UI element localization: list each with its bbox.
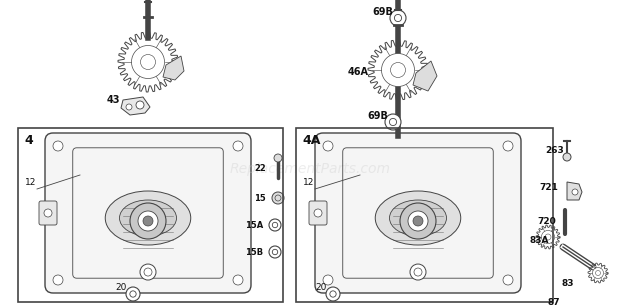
Text: 22: 22 bbox=[254, 164, 266, 173]
Text: 83A: 83A bbox=[530, 236, 549, 245]
Text: 4: 4 bbox=[24, 134, 33, 147]
Text: 15B: 15B bbox=[245, 248, 263, 257]
FancyBboxPatch shape bbox=[315, 133, 521, 293]
Text: 69B: 69B bbox=[372, 7, 393, 17]
FancyBboxPatch shape bbox=[45, 133, 251, 293]
Circle shape bbox=[323, 141, 333, 151]
Circle shape bbox=[44, 209, 52, 217]
Text: 263: 263 bbox=[545, 146, 564, 155]
Circle shape bbox=[563, 153, 571, 161]
Circle shape bbox=[272, 192, 284, 204]
Text: ReplacementParts.com: ReplacementParts.com bbox=[229, 162, 391, 176]
Circle shape bbox=[572, 189, 578, 195]
Circle shape bbox=[400, 203, 436, 239]
Text: 20: 20 bbox=[115, 283, 126, 292]
Ellipse shape bbox=[375, 191, 461, 245]
Text: 87: 87 bbox=[547, 298, 560, 307]
Text: 4A: 4A bbox=[302, 134, 321, 147]
Circle shape bbox=[385, 114, 401, 130]
Circle shape bbox=[233, 275, 243, 285]
Circle shape bbox=[410, 264, 426, 280]
Ellipse shape bbox=[389, 200, 446, 236]
Circle shape bbox=[408, 211, 428, 231]
Text: 83: 83 bbox=[561, 279, 574, 288]
Circle shape bbox=[53, 141, 63, 151]
Ellipse shape bbox=[120, 200, 177, 236]
Text: 15: 15 bbox=[254, 194, 266, 203]
Circle shape bbox=[381, 54, 415, 87]
FancyBboxPatch shape bbox=[309, 201, 327, 225]
Text: 720: 720 bbox=[537, 217, 556, 226]
Circle shape bbox=[390, 10, 406, 26]
Circle shape bbox=[323, 275, 333, 285]
Circle shape bbox=[131, 46, 164, 79]
Circle shape bbox=[503, 141, 513, 151]
Circle shape bbox=[413, 216, 423, 226]
Text: 46A: 46A bbox=[348, 67, 369, 77]
Circle shape bbox=[593, 268, 603, 278]
Text: 20: 20 bbox=[315, 283, 326, 292]
Circle shape bbox=[126, 104, 132, 110]
Ellipse shape bbox=[105, 191, 191, 245]
Circle shape bbox=[136, 101, 144, 109]
Circle shape bbox=[326, 287, 340, 301]
Circle shape bbox=[130, 203, 166, 239]
FancyBboxPatch shape bbox=[39, 201, 57, 225]
Polygon shape bbox=[121, 97, 150, 115]
Circle shape bbox=[53, 275, 63, 285]
Polygon shape bbox=[413, 61, 437, 91]
Circle shape bbox=[274, 154, 282, 162]
Circle shape bbox=[233, 141, 243, 151]
Circle shape bbox=[140, 264, 156, 280]
Text: 12: 12 bbox=[303, 178, 314, 187]
Text: 15A: 15A bbox=[245, 221, 263, 230]
Circle shape bbox=[503, 275, 513, 285]
Text: 721: 721 bbox=[539, 183, 558, 192]
Text: 43: 43 bbox=[107, 95, 120, 105]
Circle shape bbox=[541, 230, 555, 244]
Circle shape bbox=[269, 219, 281, 231]
Circle shape bbox=[314, 209, 322, 217]
Polygon shape bbox=[567, 182, 582, 200]
Bar bbox=[18, 128, 283, 302]
Circle shape bbox=[143, 216, 153, 226]
Polygon shape bbox=[163, 56, 184, 80]
Circle shape bbox=[126, 287, 140, 301]
Circle shape bbox=[269, 246, 281, 258]
Text: 12: 12 bbox=[25, 178, 37, 187]
Text: 69B: 69B bbox=[367, 111, 388, 121]
Circle shape bbox=[138, 211, 158, 231]
Bar bbox=[296, 128, 553, 302]
